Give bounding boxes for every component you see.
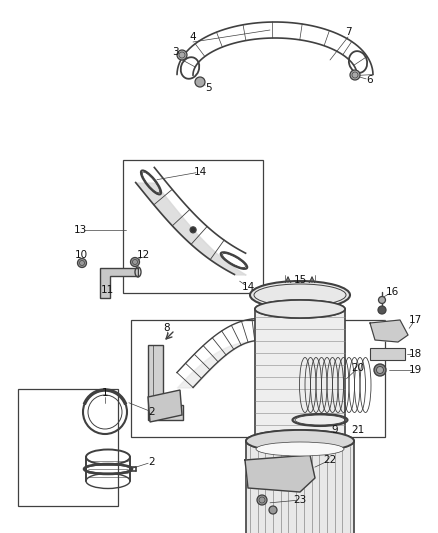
Bar: [18, 389, 118, 506]
Circle shape: [78, 259, 86, 268]
Text: 5: 5: [205, 83, 211, 93]
Text: 2: 2: [148, 457, 155, 467]
Ellipse shape: [246, 430, 354, 452]
PathPatch shape: [148, 345, 183, 420]
Text: 11: 11: [100, 285, 113, 295]
Text: 17: 17: [408, 315, 422, 325]
Bar: [370, 348, 405, 360]
Circle shape: [377, 367, 384, 374]
Polygon shape: [370, 320, 408, 342]
Ellipse shape: [256, 442, 344, 456]
Text: 15: 15: [293, 275, 307, 285]
Text: 2: 2: [148, 407, 155, 417]
Text: 14: 14: [193, 167, 207, 177]
Ellipse shape: [255, 430, 345, 448]
Ellipse shape: [250, 281, 350, 309]
Text: 8: 8: [164, 323, 170, 333]
Circle shape: [257, 495, 267, 505]
Circle shape: [195, 77, 205, 87]
Circle shape: [269, 506, 277, 514]
Text: 4: 4: [190, 32, 196, 42]
Ellipse shape: [246, 430, 354, 452]
Bar: [246, 441, 354, 533]
Text: 13: 13: [74, 225, 87, 235]
Bar: [255, 309, 345, 439]
PathPatch shape: [148, 390, 182, 422]
Text: 22: 22: [323, 455, 337, 465]
Text: 19: 19: [408, 365, 422, 375]
Circle shape: [378, 296, 385, 303]
Text: 14: 14: [241, 282, 254, 292]
Bar: [131, 320, 385, 437]
Text: 18: 18: [408, 349, 422, 359]
Text: 16: 16: [385, 287, 399, 297]
Ellipse shape: [255, 300, 345, 318]
Text: 7: 7: [345, 27, 351, 37]
Text: 3: 3: [172, 47, 178, 57]
Circle shape: [374, 364, 386, 376]
Text: 6: 6: [367, 75, 373, 85]
Text: 10: 10: [74, 250, 88, 260]
Text: 20: 20: [351, 363, 364, 373]
Text: 1: 1: [102, 388, 108, 398]
Circle shape: [350, 70, 360, 80]
Text: 9: 9: [332, 425, 338, 435]
Ellipse shape: [255, 300, 345, 318]
Text: 23: 23: [293, 495, 307, 505]
Circle shape: [177, 50, 187, 60]
PathPatch shape: [100, 268, 138, 298]
Polygon shape: [245, 455, 315, 492]
Circle shape: [131, 257, 139, 266]
Text: 12: 12: [136, 250, 150, 260]
Circle shape: [190, 227, 196, 233]
Circle shape: [378, 306, 386, 314]
Bar: [123, 160, 263, 293]
Text: 21: 21: [351, 425, 364, 435]
